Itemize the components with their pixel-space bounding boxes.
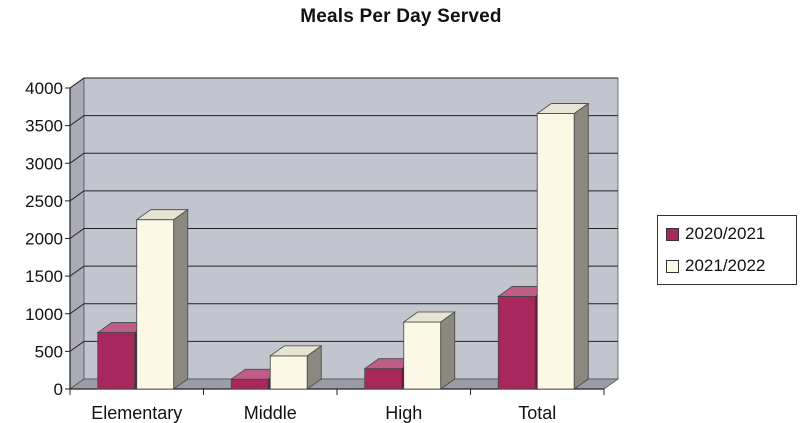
bar-front — [230, 378, 269, 390]
y-tick-label: 4000 — [25, 79, 63, 98]
legend-item-series-2: 2021/2022 — [666, 256, 765, 276]
y-tick-label: 3500 — [25, 117, 63, 136]
gridline — [69, 152, 618, 164]
bar-front — [269, 355, 308, 390]
x-tick-labels: Elementary Middle High Total — [91, 403, 556, 423]
gridline — [69, 115, 618, 127]
y-tick-labels: 0 500 1000 1500 2000 2500 3000 3500 4000 — [25, 79, 63, 399]
x-tick-label: High — [385, 403, 422, 423]
y-tick-label: 500 — [35, 342, 63, 361]
legend-swatch-series-1 — [666, 227, 679, 241]
bar-2-elementary — [135, 208, 189, 390]
bar-2-total — [536, 102, 590, 390]
bar-front — [403, 321, 442, 390]
bar-front — [136, 219, 175, 390]
bar-side — [573, 102, 589, 390]
gridline — [69, 303, 618, 315]
y-tick-label: 0 — [54, 380, 63, 399]
bar-front — [536, 113, 575, 390]
y-tick-label: 1500 — [25, 267, 63, 286]
legend-item-series-1: 2020/2021 — [666, 224, 765, 244]
y-tick-label: 2500 — [25, 192, 63, 211]
bar-front — [497, 296, 536, 390]
bar-2-middle — [269, 345, 323, 390]
legend-label-series-2: 2021/2022 — [685, 256, 766, 275]
bar-side — [440, 311, 456, 390]
bar-front — [97, 332, 136, 390]
bar-side — [173, 208, 189, 390]
legend-label-series-1: 2020/2021 — [685, 224, 766, 243]
y-tick-label: 1000 — [25, 305, 63, 324]
chart-title: Meals Per Day Served — [300, 6, 502, 27]
bar-front — [364, 368, 403, 390]
gridline — [69, 190, 618, 202]
bar-2-high — [402, 311, 456, 390]
x-tick-label: Middle — [244, 403, 297, 423]
gridline — [69, 228, 618, 239]
gridline — [69, 265, 618, 277]
legend-swatch-series-2 — [666, 259, 679, 273]
legend: 2020/2021 2021/2022 — [657, 215, 797, 285]
bar-1-elementary — [96, 321, 150, 390]
x-tick-label: Total — [518, 403, 556, 423]
bars — [96, 102, 590, 390]
y-tick-label: 2000 — [25, 230, 63, 249]
gridline — [69, 77, 618, 89]
gridlines — [69, 77, 618, 352]
y-tick-label: 3000 — [25, 154, 63, 173]
bar-side — [306, 345, 322, 390]
x-tick-label: Elementary — [91, 403, 182, 423]
